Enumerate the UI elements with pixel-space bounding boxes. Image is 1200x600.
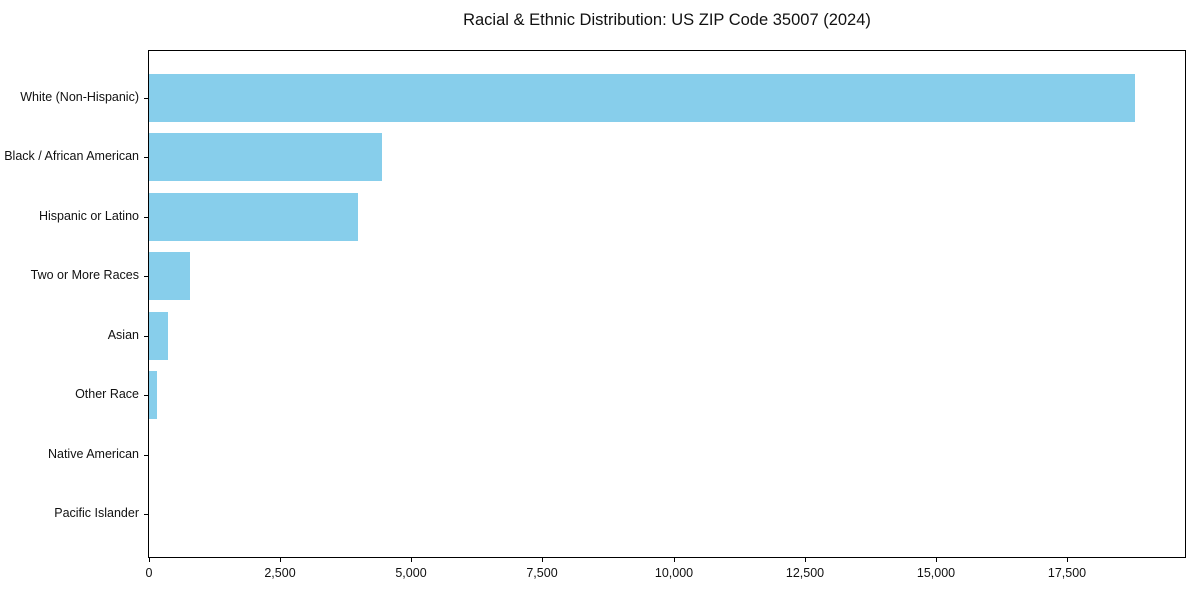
chart-title: Racial & Ethnic Distribution: US ZIP Cod… — [463, 11, 871, 29]
y-tick-label-black-african-american: Black / African American — [4, 149, 139, 163]
bar-black-african-american — [149, 133, 382, 182]
x-tick-label-5000: 5,000 — [395, 566, 427, 580]
x-tick-label-15000: 15,000 — [916, 566, 956, 580]
x-tick-mark — [149, 558, 150, 562]
x-tick-mark — [411, 558, 412, 562]
x-tick-label-10000: 10,000 — [654, 566, 694, 580]
x-tick-label-17500: 17,500 — [1047, 566, 1087, 580]
x-tick-mark — [1067, 558, 1068, 562]
bar-white-non-hispanic — [149, 73, 1135, 122]
plot-area — [148, 50, 1186, 558]
x-tick-label-0: 0 — [145, 566, 153, 580]
x-tick-mark — [674, 558, 675, 562]
x-tick-label-2500: 2,500 — [264, 566, 296, 580]
x-tick-label-12500: 12,500 — [785, 566, 825, 580]
bar-asian — [149, 311, 168, 360]
y-tick-mark — [144, 98, 148, 99]
x-tick-mark — [936, 558, 937, 562]
y-tick-label-hispanic-or-latino: Hispanic or Latino — [38, 209, 139, 223]
x-tick-mark — [280, 558, 281, 562]
x-tick-mark — [805, 558, 806, 562]
y-tick-label-native-american: Native American — [47, 447, 139, 461]
bar-hispanic-or-latino — [149, 192, 358, 241]
y-tick-mark — [144, 395, 148, 396]
y-tick-label-two-or-more-races: Two or More Races — [30, 268, 139, 282]
y-tick-label-other-race: Other Race — [75, 387, 139, 401]
y-tick-label-pacific-islander: Pacific Islander — [54, 506, 139, 520]
bar-other-race — [149, 371, 157, 420]
x-tick-mark — [542, 558, 543, 562]
bar-two-or-more-races — [149, 252, 190, 301]
y-tick-label-white-non-hispanic: White (Non-Hispanic) — [20, 90, 139, 104]
y-tick-mark — [144, 276, 148, 277]
y-tick-mark — [144, 514, 148, 515]
y-tick-mark — [144, 217, 148, 218]
x-tick-label-7500: 7,500 — [526, 566, 558, 580]
y-tick-mark — [144, 336, 148, 337]
y-tick-mark — [144, 455, 148, 456]
y-tick-mark — [144, 157, 148, 158]
y-tick-label-asian: Asian — [107, 328, 139, 342]
